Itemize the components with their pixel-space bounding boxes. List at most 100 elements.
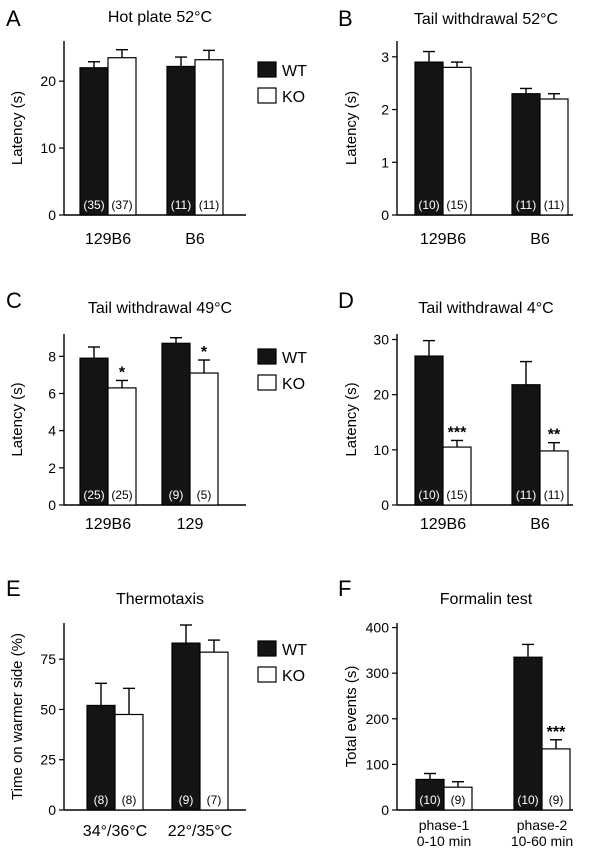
- category-label: 129: [177, 516, 204, 533]
- y-tick-label: 0: [48, 497, 56, 513]
- panel-letter: E: [6, 576, 21, 601]
- chart-panel-a: A Hot plate 52°C Latency (s) 0 10 20 (35) (37) 1…: [6, 6, 307, 248]
- sample-size-label: (11): [171, 198, 191, 212]
- legend-swatch-ko: [257, 87, 277, 104]
- category-label-line: B6: [530, 516, 550, 533]
- y-tick-label: 3: [381, 49, 389, 65]
- chart-panel-d: D Tail withdrawal 4°C Latency (s) 0 10 20 30 (1…: [338, 288, 573, 533]
- category-label: B6: [530, 231, 550, 248]
- chart-panel-f: F Formalin test Total events (s) 0 100 200 300…: [338, 576, 573, 849]
- bar-wt: [166, 65, 196, 216]
- bar-wt: [513, 656, 543, 811]
- category-label: 129B6: [420, 516, 466, 533]
- y-axis-label: Latency (s): [343, 382, 360, 456]
- bar-wt: [79, 67, 109, 216]
- chart-title: Tail withdrawal 49°C: [88, 300, 232, 317]
- chart-panel-c: C Tail withdrawal 49°C Latency (s) 0 2 4 6 8 (25…: [6, 288, 307, 533]
- category-label-line: 129B6: [420, 231, 466, 248]
- sample-size-label: (9): [451, 793, 466, 807]
- y-axis-label: Latency (s): [9, 382, 26, 456]
- y-tick-label: 6: [48, 385, 56, 401]
- y-axis-label: Time on warmer side (%): [9, 633, 26, 800]
- y-tick-label: 0: [381, 802, 389, 818]
- y-tick-label: 50: [40, 701, 56, 717]
- y-tick-label: 20: [373, 387, 389, 403]
- bar-ko: [194, 59, 224, 216]
- category-label-line: 22°/35°C: [168, 823, 232, 840]
- chart-panel-e: E Thermotaxis Time on warmer side (%) 0 25 50…: [6, 576, 307, 840]
- sample-size-label: (10): [418, 488, 439, 502]
- panel-letter: A: [6, 6, 21, 31]
- sample-size-label: (11): [516, 488, 536, 502]
- chart-title: Hot plate 52°C: [108, 9, 212, 26]
- sample-size-label: (11): [544, 488, 564, 502]
- legend-swatch-ko: [257, 666, 277, 683]
- sample-size-label: (11): [516, 198, 536, 212]
- category-label-line: phase-2: [517, 817, 568, 833]
- bar-ko: [199, 651, 229, 811]
- category-label-line: 129: [177, 516, 204, 533]
- legend-label: WT: [282, 350, 307, 367]
- category-label-line: B6: [185, 231, 205, 248]
- bar-ko: [107, 387, 137, 506]
- category-label-line: 129B6: [85, 231, 131, 248]
- bar-ko: [107, 57, 137, 216]
- legend-label: KO: [282, 376, 305, 393]
- panel-letter: F: [338, 576, 351, 601]
- sample-size-label: (10): [418, 198, 439, 212]
- sample-size-label: (15): [446, 198, 467, 212]
- category-label-line: 0-10 min: [417, 833, 471, 849]
- legend-label: KO: [282, 89, 305, 106]
- sample-size-label: (10): [419, 793, 440, 807]
- sample-size-label: (10): [517, 793, 538, 807]
- chart-title: Formalin test: [440, 591, 533, 608]
- bar-wt: [511, 384, 541, 506]
- legend-swatch-wt: [257, 640, 277, 657]
- significance-marker: ***: [547, 724, 566, 741]
- bar-ko: [443, 786, 473, 811]
- sample-size-label: (15): [446, 488, 467, 502]
- legend-label: KO: [282, 668, 305, 685]
- legend-swatch-wt: [257, 348, 277, 365]
- y-tick-label: 30: [373, 332, 389, 348]
- chart-title: Tail withdrawal 52°C: [414, 11, 558, 28]
- category-label: B6: [185, 231, 205, 248]
- y-axis-label: Latency (s): [343, 91, 360, 165]
- category-label: 129B6: [85, 231, 131, 248]
- category-label-line: 34°/36°C: [83, 823, 147, 840]
- legend-swatch-wt: [257, 61, 277, 78]
- y-tick-label: 10: [40, 140, 56, 156]
- category-label: phase-1 0-10 min: [417, 817, 471, 849]
- sample-size-label: (37): [111, 198, 132, 212]
- bar-ko: [114, 713, 144, 811]
- bar-wt: [79, 357, 109, 506]
- panel-letter: C: [6, 288, 22, 313]
- legend-label: WT: [282, 642, 307, 659]
- bar-ko: [539, 450, 569, 506]
- bar-wt: [511, 93, 541, 216]
- category-label: 129B6: [85, 516, 131, 533]
- bar-wt: [171, 642, 201, 811]
- y-tick-label: 2: [48, 460, 56, 476]
- category-label: 34°/36°C: [83, 823, 147, 840]
- bar-wt: [414, 61, 444, 216]
- sample-size-label: (11): [199, 198, 219, 212]
- category-label: 129B6: [420, 231, 466, 248]
- y-tick-label: 1: [381, 154, 389, 170]
- sample-size-label: (7): [207, 793, 222, 807]
- category-label-line: phase-1: [419, 817, 470, 833]
- significance-marker: *: [119, 364, 126, 381]
- y-axis-label: Total events (s): [343, 666, 360, 768]
- category-label: 22°/35°C: [168, 823, 232, 840]
- y-tick-label: 25: [40, 752, 56, 768]
- chart-panel-b: B Tail withdrawal 52°C Latency (s) 0 1 2 3 (10)…: [338, 6, 573, 248]
- y-tick-label: 10: [373, 442, 389, 458]
- y-tick-label: 75: [40, 651, 56, 667]
- sample-size-label: (5): [197, 488, 212, 502]
- bar-ko: [442, 446, 472, 506]
- y-tick-label: 8: [48, 348, 56, 364]
- significance-marker: **: [548, 427, 561, 444]
- bar-wt: [86, 704, 116, 811]
- y-tick-label: 0: [48, 802, 56, 818]
